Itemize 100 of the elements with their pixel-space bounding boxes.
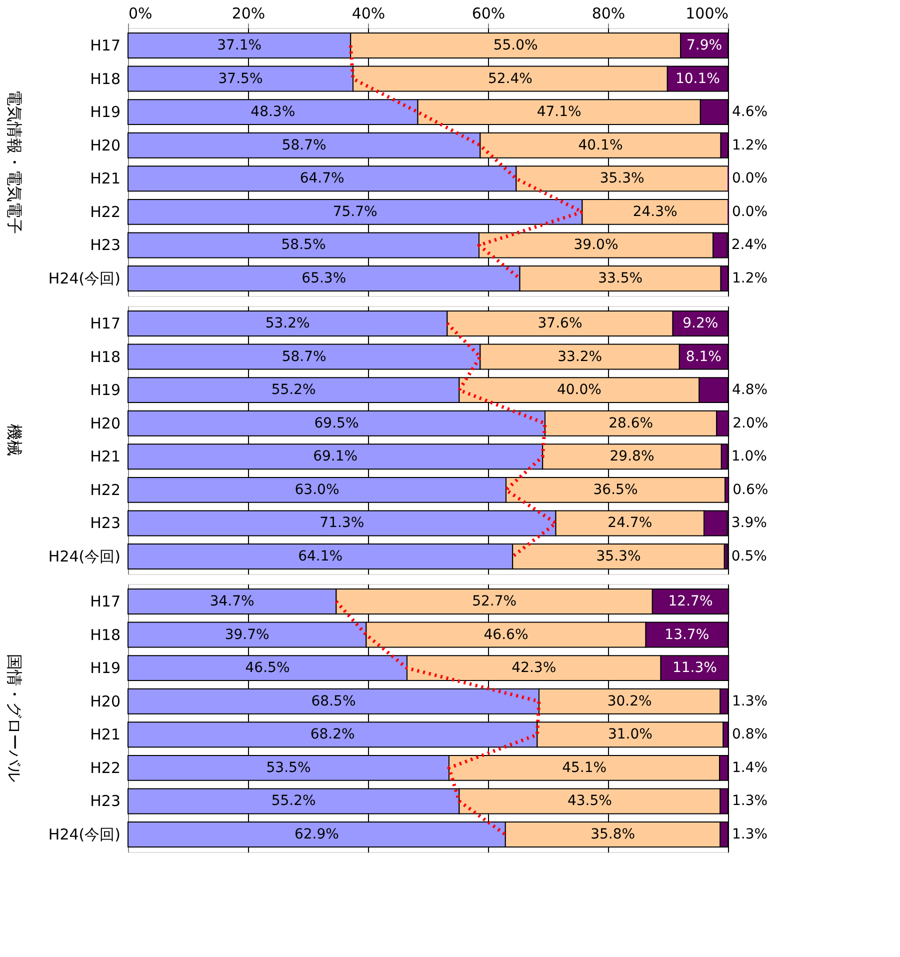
data-label: 1.3%	[732, 826, 768, 843]
x-tick-label: 40%	[352, 4, 386, 22]
data-label: 43.5%	[567, 793, 612, 810]
y-tick-label: H23	[90, 792, 120, 810]
data-label: 45.1%	[562, 760, 607, 776]
data-label: 62.9%	[294, 826, 339, 843]
data-label: 4.6%	[732, 104, 768, 120]
data-label: 11.3%	[672, 660, 717, 676]
x-tick-label: 0%	[128, 4, 152, 22]
data-label: 3.9%	[731, 515, 767, 532]
data-label: 58.5%	[281, 237, 326, 254]
data-label: 33.2%	[558, 348, 602, 365]
data-label: 68.2%	[310, 726, 355, 743]
data-label: 52.4%	[488, 70, 532, 87]
y-tick-label: H20	[90, 414, 120, 432]
x-tick-label: 80%	[592, 4, 626, 22]
data-label: 35.8%	[590, 826, 636, 843]
data-label: 28.6%	[608, 415, 654, 432]
data-label: 0.0%	[732, 170, 768, 187]
data-label: 1.2%	[732, 270, 768, 287]
data-label: 1.3%	[732, 793, 768, 810]
y-tick-label: H22	[90, 758, 120, 777]
y-tick-label: H22	[90, 202, 120, 221]
x-tick-label: 20%	[232, 4, 266, 22]
data-label: 13.7%	[664, 626, 710, 643]
y-tick-label: H20	[90, 692, 120, 710]
data-label: 0.8%	[732, 726, 768, 743]
data-label: 10.1%	[675, 70, 720, 87]
data-label: 39.0%	[574, 237, 618, 254]
data-label: 24.7%	[608, 515, 652, 532]
text: 国情・グローバル	[4, 654, 24, 782]
data-label: 2.0%	[732, 415, 768, 432]
data-label: 1.2%	[732, 137, 768, 154]
data-label: 69.5%	[314, 415, 359, 432]
data-label: 35.3%	[600, 170, 644, 187]
data-label: 58.7%	[282, 348, 326, 365]
data-label: 40.1%	[578, 137, 623, 154]
y-tick-label: H24(今回)	[48, 270, 120, 288]
data-label: 37.6%	[538, 315, 582, 332]
text: 電気情報・電気電子	[4, 90, 24, 234]
data-label: 71.3%	[320, 515, 364, 532]
data-label: 63.0%	[294, 482, 340, 498]
y-tick-label: H19	[90, 381, 120, 400]
data-label: 64.1%	[298, 548, 343, 565]
data-label: 0.5%	[731, 548, 767, 565]
data-label: 68.5%	[311, 693, 356, 710]
data-label: 33.5%	[598, 270, 643, 287]
y-tick-label: H21	[90, 170, 120, 188]
data-label: 31.0%	[608, 726, 652, 743]
data-label: 53.5%	[266, 760, 311, 776]
data-label: 29.8%	[610, 448, 654, 465]
y-tick-label: H18	[90, 70, 120, 88]
data-label: 30.2%	[607, 693, 652, 710]
data-label: 47.1%	[536, 104, 582, 120]
data-label: 9.2%	[682, 315, 718, 332]
y-tick-label: H17	[90, 36, 120, 54]
data-label: 35.3%	[596, 548, 641, 565]
y-tick-label: H18	[90, 348, 120, 366]
x-tick-label: 60%	[472, 4, 506, 22]
data-label: 37.1%	[217, 37, 262, 54]
y-tick-label: H19	[90, 103, 120, 122]
data-label: 55.0%	[493, 37, 538, 54]
data-label: 52.7%	[472, 593, 517, 610]
y-tick-label: H21	[90, 448, 120, 466]
data-label: 12.7%	[668, 593, 713, 610]
data-label: 37.5%	[218, 70, 263, 87]
data-label: 65.3%	[302, 270, 346, 287]
data-label: 75.7%	[332, 204, 378, 220]
data-label: 40.0%	[556, 382, 602, 398]
data-label: 0.0%	[732, 204, 768, 220]
data-label: 1.4%	[732, 760, 768, 776]
y-tick-label: H24(今回)	[48, 548, 120, 566]
data-label: 58.7%	[282, 137, 326, 154]
data-label: 0.6%	[732, 482, 768, 498]
data-label: 4.8%	[732, 382, 768, 398]
y-tick-label: H20	[90, 136, 120, 154]
y-tick-label: H19	[90, 659, 120, 678]
y-tick-label: H21	[90, 726, 120, 744]
data-label: 34.7%	[210, 593, 254, 610]
data-label: 24.3%	[632, 204, 678, 220]
data-label: 8.1%	[686, 348, 722, 365]
y-tick-label: H22	[90, 480, 120, 499]
y-tick-label: H24(今回)	[48, 826, 120, 844]
data-label: 48.3%	[250, 104, 296, 120]
x-tick-label: 100%	[686, 4, 728, 22]
y-tick-label: H17	[90, 314, 120, 332]
data-label: 36.5%	[593, 482, 638, 498]
data-label: 55.2%	[271, 382, 316, 398]
y-tick-label: H18	[90, 626, 120, 644]
data-label: 46.5%	[245, 660, 290, 676]
data-label: 64.7%	[300, 170, 344, 187]
y-tick-label: H23	[90, 514, 120, 532]
data-label: 53.2%	[265, 315, 310, 332]
data-label: 2.4%	[731, 237, 767, 254]
data-label: 69.1%	[313, 448, 358, 465]
y-tick-label: H23	[90, 236, 120, 254]
data-label: 1.0%	[731, 448, 767, 465]
data-label: 1.3%	[732, 693, 768, 710]
data-label: 39.7%	[224, 626, 270, 643]
data-label: 42.3%	[512, 660, 556, 676]
